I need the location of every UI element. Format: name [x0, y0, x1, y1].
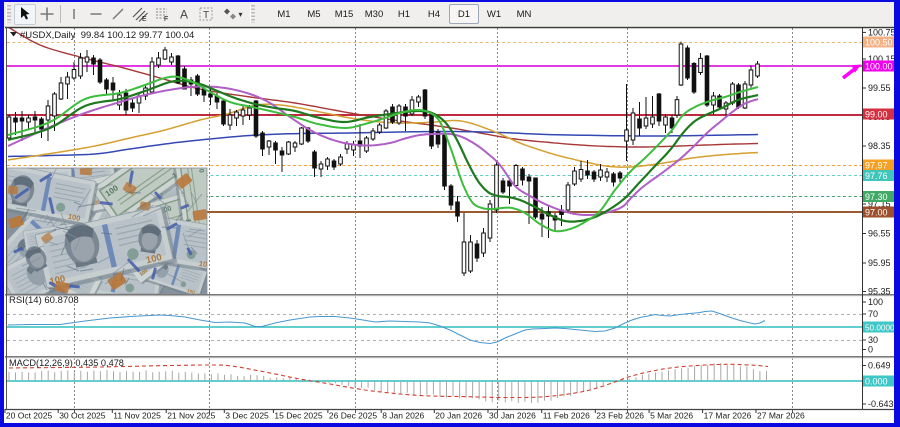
svg-text:100.75: 100.75 [868, 28, 896, 38]
svg-text:100.50: 100.50 [865, 37, 893, 47]
svg-text:17 Mar 2026: 17 Mar 2026 [704, 411, 752, 421]
svg-text:3 Dec 2025: 3 Dec 2025 [225, 411, 269, 421]
svg-text:E: E [142, 16, 147, 22]
svg-text:15 Dec 2025: 15 Dec 2025 [274, 411, 322, 421]
svg-text:#USDX,Daily 99.84 100.12 99.7: #USDX,Daily 99.84 100.12 99.77 100.04 [20, 30, 194, 41]
svg-text:97.76: 97.76 [865, 171, 888, 181]
svg-text:5 Mar 2026: 5 Mar 2026 [650, 411, 693, 421]
svg-text:F: F [164, 16, 168, 22]
svg-text:30 Oct 2025: 30 Oct 2025 [59, 411, 106, 421]
svg-text:8 Jan 2026: 8 Jan 2026 [382, 411, 424, 421]
svg-text:30: 30 [868, 335, 878, 345]
svg-text:23 Feb 2026: 23 Feb 2026 [596, 411, 644, 421]
svg-text:0: 0 [868, 345, 873, 355]
svg-text:11 Feb 2026: 11 Feb 2026 [543, 411, 590, 421]
svg-text:99.55: 99.55 [868, 83, 891, 93]
svg-text:97.15: 97.15 [868, 199, 891, 209]
svg-text:30 Jan 2026: 30 Jan 2026 [489, 411, 536, 421]
svg-text:98.35: 98.35 [868, 141, 891, 151]
svg-text:100.00: 100.00 [865, 61, 893, 71]
svg-text:96.55: 96.55 [868, 229, 891, 239]
svg-text:99.00: 99.00 [865, 109, 888, 119]
svg-text:21 Nov 2025: 21 Nov 2025 [167, 411, 215, 421]
svg-text:100.15: 100.15 [868, 54, 896, 64]
svg-text:27 Mar 2026: 27 Mar 2026 [757, 411, 805, 421]
svg-text:97.30: 97.30 [865, 192, 888, 202]
svg-text:T: T [203, 10, 209, 21]
svg-text:0.649: 0.649 [868, 361, 891, 371]
svg-text:11 Nov 2025: 11 Nov 2025 [113, 411, 161, 421]
svg-text:MACD(12,26,9) 0,435 0,478: MACD(12,26,9) 0,435 0,478 [9, 358, 124, 368]
svg-text:0.000: 0.000 [865, 376, 888, 386]
svg-text:70: 70 [868, 309, 878, 319]
svg-text:RSI(14) 60.8708: RSI(14) 60.8708 [9, 295, 79, 306]
svg-text:20 Oct 2025: 20 Oct 2025 [6, 411, 53, 421]
svg-text:97.00: 97.00 [865, 207, 888, 217]
svg-text:A: A [180, 8, 188, 22]
svg-text:-0.643: -0.643 [868, 399, 894, 409]
svg-text:95.35: 95.35 [868, 287, 891, 297]
svg-text:20 Jan 2026: 20 Jan 2026 [435, 411, 482, 421]
svg-text:95.95: 95.95 [868, 258, 891, 268]
svg-text:50.0000: 50.0000 [865, 323, 895, 332]
svg-text:100: 100 [868, 297, 883, 307]
svg-text:26 Dec 2025: 26 Dec 2025 [329, 411, 377, 421]
svg-text:97.97: 97.97 [865, 160, 888, 170]
